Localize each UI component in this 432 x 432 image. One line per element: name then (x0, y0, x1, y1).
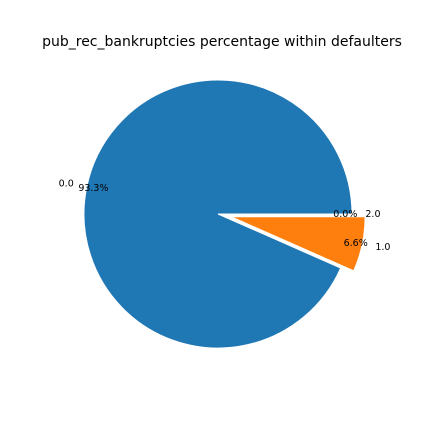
pie-slice-1.0 (230, 216, 366, 272)
slice-percent-1.0: 6.6% (344, 238, 368, 249)
pie-slice-0.0 (83, 79, 353, 349)
slice-percent-0.0: 93.3% (78, 183, 108, 194)
slice-label-1.0: 1.0 (375, 242, 390, 253)
slice-label-2.0: 2.0 (365, 209, 380, 220)
chart-title: pub_rec_bankruptcies percentage within d… (42, 34, 402, 50)
pie-labels: 0.0 93.3% 1.0 6.6% 2.0 0.0% (59, 179, 391, 254)
slice-percent-2.0: 0.0% (333, 209, 357, 220)
slice-label-0.0: 0.0 (59, 179, 74, 190)
pie-slices (83, 79, 366, 349)
